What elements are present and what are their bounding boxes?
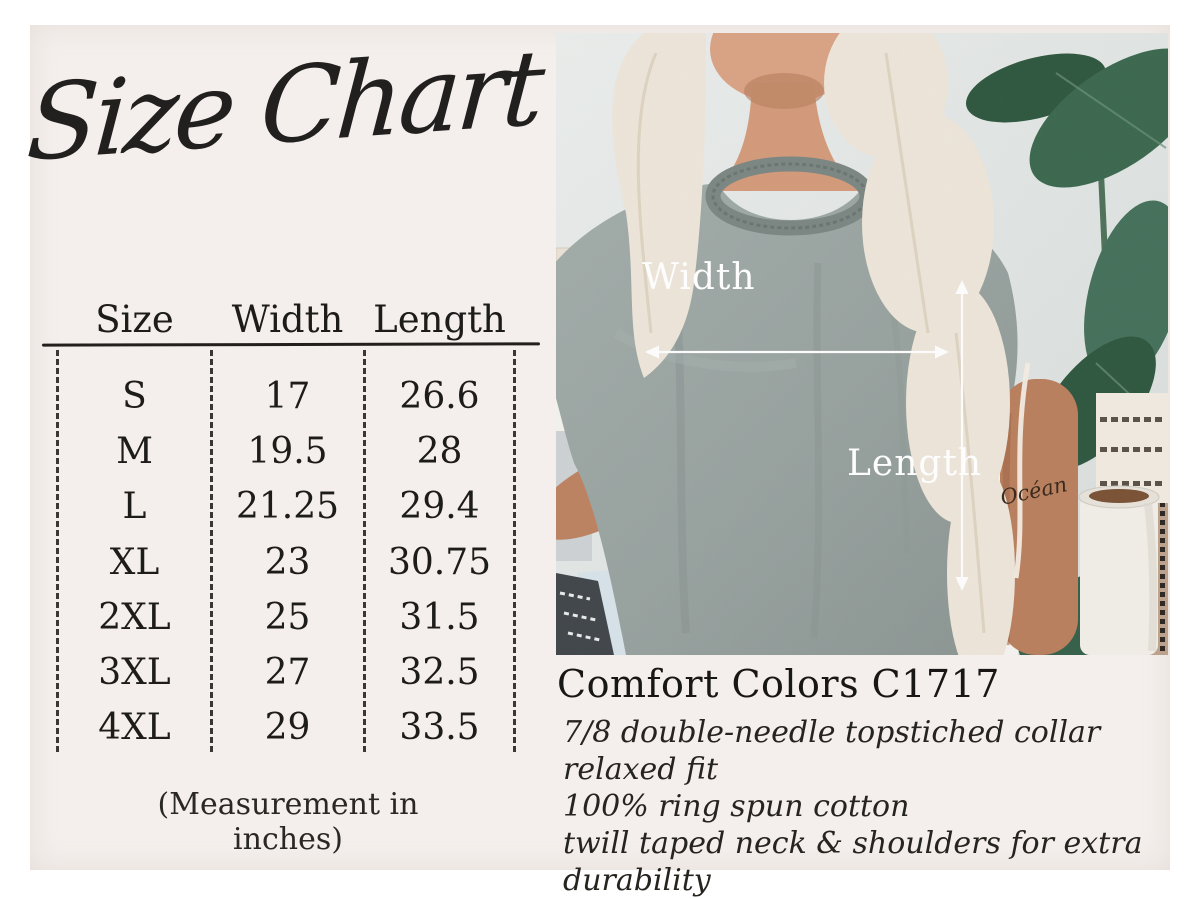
width-annotation-label: Width bbox=[642, 257, 756, 298]
table-divider-2 bbox=[363, 350, 366, 752]
measurement-note: (Measurement in inches) bbox=[157, 787, 419, 857]
length-arrow bbox=[955, 280, 969, 591]
table-row: 3XL 27 32.5 bbox=[58, 645, 515, 700]
page-title: Size Chart bbox=[23, 26, 545, 185]
table-row: L 21.25 29.4 bbox=[58, 479, 515, 534]
length-annotation-label: Length bbox=[847, 443, 983, 484]
table-divider-right bbox=[513, 350, 516, 752]
size-cell: XL bbox=[109, 541, 160, 583]
width-cell: 23 bbox=[264, 541, 311, 583]
table-divider-1 bbox=[210, 350, 213, 752]
size-cell: 4XL bbox=[98, 707, 171, 749]
feature-line: 100% ring spun cotton bbox=[563, 789, 910, 824]
size-cell: M bbox=[116, 431, 153, 473]
width-cell: 21.25 bbox=[235, 486, 340, 528]
width-arrow bbox=[645, 345, 949, 359]
product-name: Comfort Colors C1717 bbox=[557, 662, 1000, 706]
length-cell: 30.75 bbox=[387, 541, 492, 583]
product-features: 7/8 double-needle topstiched collar rela… bbox=[563, 714, 1163, 899]
length-cell: 29.4 bbox=[399, 486, 480, 528]
feature-line: twill taped neck & shoulders for extra d… bbox=[563, 826, 1143, 898]
column-header-length: Length bbox=[373, 298, 506, 341]
width-cell: 25 bbox=[264, 596, 311, 638]
size-table-header: Size Width Length bbox=[58, 298, 515, 341]
size-cell: L bbox=[122, 486, 147, 528]
width-cell: 29 bbox=[264, 707, 311, 749]
photo-illustration bbox=[556, 33, 1168, 655]
length-cell: 32.5 bbox=[399, 652, 480, 694]
column-header-width: Width bbox=[231, 298, 344, 341]
length-cell: 33.5 bbox=[399, 707, 480, 749]
table-row: S 17 26.6 bbox=[58, 369, 515, 424]
table-row: 4XL 29 33.5 bbox=[58, 700, 515, 755]
width-cell: 27 bbox=[264, 652, 311, 694]
length-cell: 26.6 bbox=[399, 376, 480, 418]
model-photo: Width Length Océan bbox=[556, 33, 1168, 655]
size-cell: S bbox=[122, 376, 147, 418]
size-cell: 3XL bbox=[98, 652, 171, 694]
table-row: XL 23 30.75 bbox=[58, 535, 515, 590]
feature-line: 7/8 double-needle topstiched collar bbox=[563, 715, 1101, 750]
measurement-arrows bbox=[645, 280, 969, 591]
length-cell: 31.5 bbox=[399, 596, 480, 638]
table-row: 2XL 25 31.5 bbox=[58, 590, 515, 645]
width-cell: 17 bbox=[264, 376, 311, 418]
width-cell: 19.5 bbox=[247, 431, 328, 473]
column-header-size: Size bbox=[95, 298, 174, 341]
table-row: M 19.5 28 bbox=[58, 424, 515, 479]
size-table-body: S 17 26.6 M 19.5 28 L 21.25 29.4 XL 23 3… bbox=[58, 369, 515, 755]
length-cell: 28 bbox=[416, 431, 463, 473]
size-cell: 2XL bbox=[98, 596, 171, 638]
feature-line: relaxed fit bbox=[563, 752, 719, 787]
photo-grain bbox=[556, 33, 1168, 655]
table-divider-left bbox=[56, 350, 59, 752]
